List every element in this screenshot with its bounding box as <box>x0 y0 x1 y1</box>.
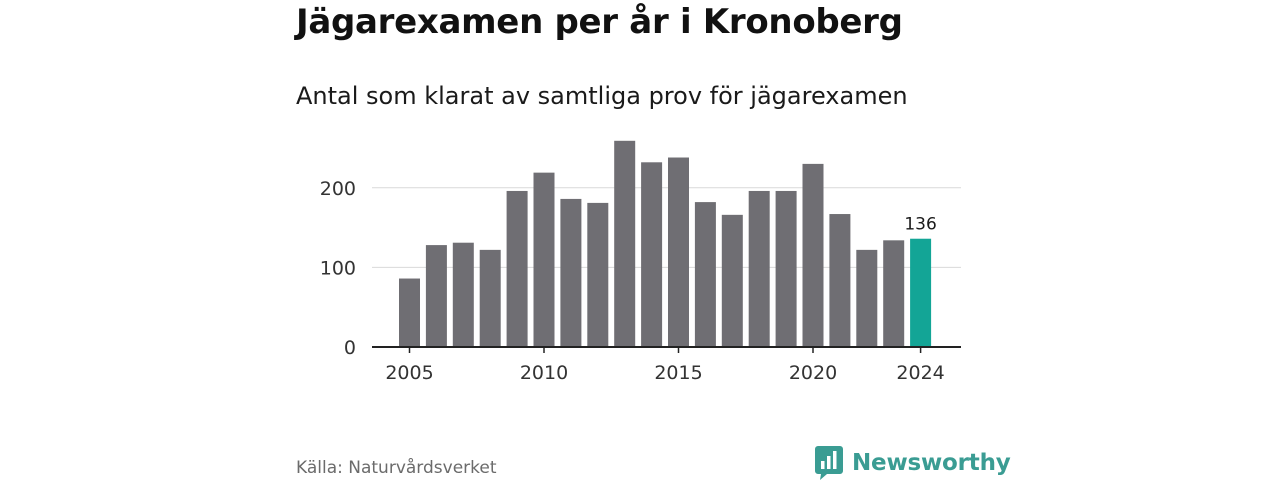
chart-title: Jägarexamen per år i Kronoberg <box>296 2 903 42</box>
bar-2020 <box>802 163 824 347</box>
bar-2007 <box>452 242 474 347</box>
bar-chart-icon <box>815 446 843 480</box>
x-tick-label: 2005 <box>385 362 433 384</box>
brand-logo: Newsworthy <box>815 446 1011 480</box>
bar-2022 <box>856 249 878 347</box>
source-note: Källa: Naturvårdsverket <box>296 458 497 478</box>
bar-2013 <box>614 140 636 347</box>
bar-2023 <box>883 240 905 347</box>
y-axis-ticks: 0 100 200 <box>320 178 356 359</box>
bar-2015 <box>668 157 689 347</box>
chart-subtitle: Antal som klarat av samtliga prov för jä… <box>296 82 908 110</box>
x-tick-label: 2020 <box>789 362 837 384</box>
y-tick-label: 100 <box>320 257 356 279</box>
bar-2005 <box>399 278 420 347</box>
bar-2012 <box>587 202 609 347</box>
data-label: 136 <box>904 215 936 235</box>
x-tick-label: 2024 <box>896 362 944 384</box>
bar-2024 <box>910 238 932 347</box>
bar-2014 <box>641 162 663 347</box>
x-tick-label: 2015 <box>654 362 702 384</box>
bar-2021 <box>829 214 851 347</box>
bar-2019 <box>775 190 797 347</box>
bar-2017 <box>721 214 743 347</box>
bar-2006 <box>425 245 447 347</box>
bar-2011 <box>560 198 582 347</box>
y-tick-label: 200 <box>320 178 356 200</box>
y-tick-label: 0 <box>344 337 356 359</box>
brand-name: Newsworthy <box>852 450 1011 476</box>
x-tick-label: 2010 <box>520 362 568 384</box>
bar-2009 <box>506 190 528 347</box>
bar-2018 <box>748 190 770 347</box>
x-axis-ticks: 2005 2010 2015 2020 2024 <box>385 347 945 384</box>
bar-2016 <box>694 202 716 347</box>
bar-2010 <box>533 172 555 347</box>
bar-2008 <box>479 249 501 347</box>
bars <box>399 140 932 347</box>
data-labels: 136 <box>904 215 936 235</box>
